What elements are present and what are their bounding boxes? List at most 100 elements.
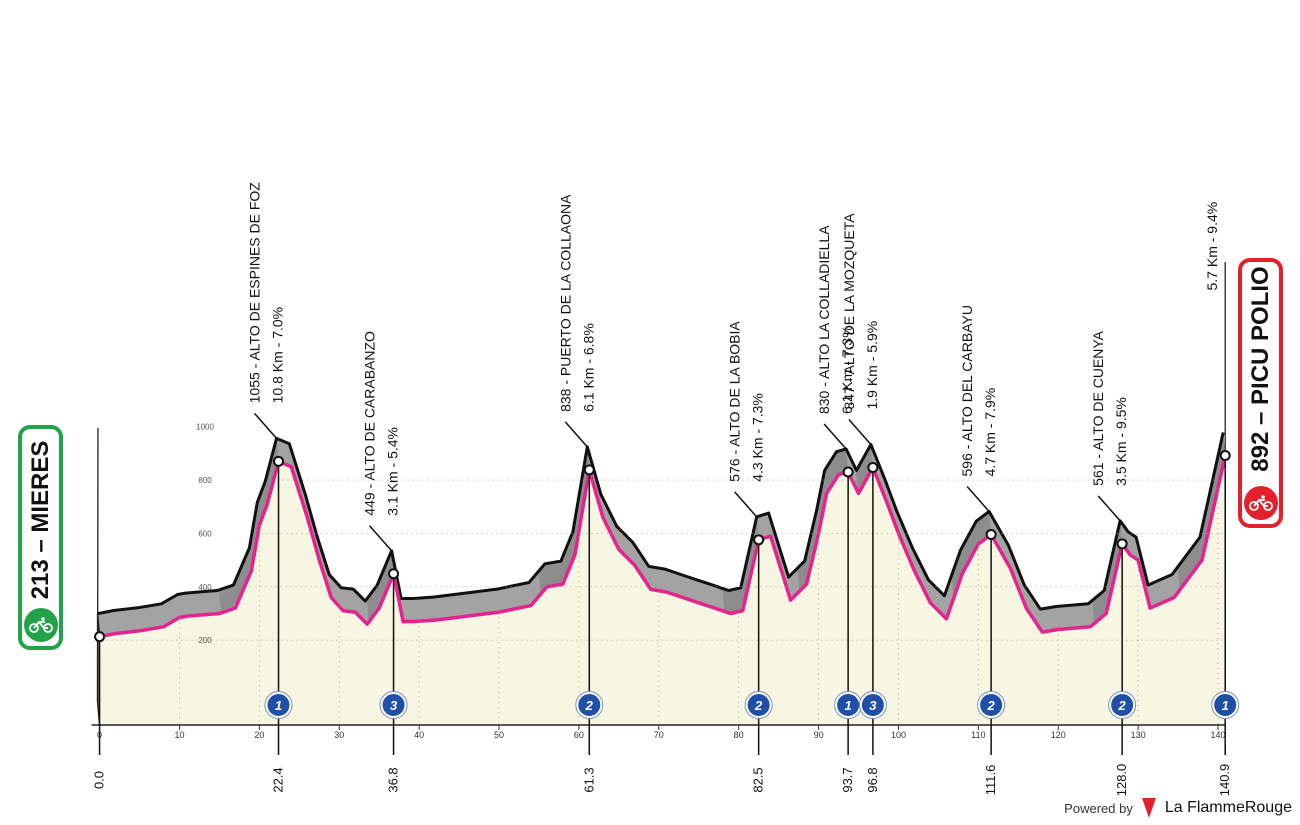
climb-category-number: 3 (390, 698, 398, 713)
climb-name-label: 576 - ALTO DE LA BOBIA (727, 321, 743, 482)
climb-stats-label: 1.9 Km - 5.9% (864, 321, 880, 410)
x-tick-label: 60 (574, 730, 584, 740)
climb-category-badge (859, 692, 886, 718)
x-tick-label: 120 (1051, 730, 1066, 740)
y-tick-label: 1000 (196, 423, 214, 432)
km-marker-dot (583, 464, 595, 476)
cyclist-icon (23, 608, 58, 642)
climb-name-label: 838 - PUERTO DE LA COLLAONA (557, 194, 573, 412)
km-point-label: 61.3 (581, 767, 596, 792)
climb-category-number: 2 (754, 698, 763, 713)
climb-category-ring (1211, 691, 1240, 719)
climb-category-ring (379, 691, 408, 719)
y-tick-label: 400 (198, 583, 212, 592)
climb-summit-line (564, 421, 588, 448)
climb-shading (855, 444, 873, 494)
finish-town-label: 892 – PICU POLIO (1238, 258, 1283, 528)
climb-category-number: 1 (1222, 698, 1229, 713)
climb-category-number: 3 (869, 698, 877, 713)
climb-stats-label: 4.7 Km - 7.9% (982, 388, 998, 477)
climb-category-ring (858, 691, 887, 719)
finish-town-text: 892 – PICU POLIO (1246, 266, 1274, 472)
climb-category-number: 1 (845, 698, 852, 713)
climb-summit-line (253, 412, 278, 439)
climb-stats-label: 4.3 Km - 7.3% (750, 393, 766, 482)
climb-stats-label: 3.5 Km - 9.5% (1113, 397, 1129, 486)
climb-name-label: 847 - ALTO DE LA MOZQUETA (841, 213, 857, 410)
x-tick-label: 40 (414, 730, 424, 740)
climb-stats-label: 6.1 Km - 7.3% (839, 325, 855, 414)
cyclist-icon (1243, 486, 1278, 520)
climb-summit-line (823, 423, 847, 450)
climb-summit-line (848, 419, 872, 446)
climb-category-ring (575, 691, 604, 719)
climb-category-number: 2 (1118, 698, 1127, 713)
km-point-label: 93.7 (840, 767, 855, 792)
x-tick-label: 80 (734, 730, 744, 740)
climb-category-badge (978, 692, 1005, 718)
climb-summit-line (734, 491, 758, 518)
climb-shading (366, 550, 394, 622)
x-tick-label: 70 (654, 730, 664, 740)
powered-by-text: Powered by (1064, 800, 1133, 816)
x-tick-label: 20 (254, 730, 264, 740)
km-point-label: 128.0 (1114, 764, 1129, 797)
y-tick-label: 800 (198, 476, 212, 485)
climb-category-number: 2 (585, 698, 594, 713)
km-marker-dot (94, 631, 106, 643)
climb-category-badge (380, 692, 407, 718)
km-marker-dot (985, 528, 997, 540)
climb-category-ring (977, 691, 1006, 719)
y-tick-label: 200 (198, 636, 212, 645)
climb-category-ring (744, 691, 773, 719)
x-tick-label: 140 (1211, 730, 1226, 740)
route-line (99, 455, 1227, 639)
climb-stats-label: 10.8 Km - 7.0% (270, 307, 286, 404)
climb-category-badge (265, 692, 292, 718)
climb-category-badge (576, 692, 603, 718)
climb-shading (797, 449, 849, 592)
x-tick-label: 10 (174, 730, 184, 740)
km-marker-dot (867, 462, 879, 474)
profile-top-edge (97, 432, 1225, 616)
x-tick-label: 110 (971, 730, 985, 740)
brand-name: La FlammeRouge (1164, 799, 1292, 816)
start-town-label: 213 – MIERES (18, 425, 63, 650)
km-point-label: 96.8 (865, 767, 880, 792)
km-point-label: 22.4 (271, 767, 286, 792)
climb-stats-label: 5.7 Km - 9.4% (1204, 202, 1220, 291)
km-marker-dot (273, 455, 285, 467)
footer-branding: Powered by La FlammeRouge (1064, 797, 1292, 819)
climb-stats-label: 3.1 Km - 5.4% (385, 427, 401, 516)
climb-stats-label: 6.1 Km - 6.8% (580, 323, 596, 412)
climb-name-label: 561 - ALTO DE CUENYA (1090, 330, 1106, 485)
km-marker-dot (842, 466, 854, 478)
x-tick-label: 50 (494, 730, 504, 740)
y-tick-label: 600 (198, 529, 212, 538)
climb-summit-line (1097, 495, 1121, 522)
climb-category-badge (1109, 692, 1136, 718)
climb-category-ring (1108, 691, 1137, 719)
climb-category-badge (745, 692, 772, 718)
flamme-rouge-logo-icon (1141, 798, 1156, 818)
km-marker-dot (753, 534, 765, 546)
x-tick-label: 30 (334, 730, 344, 740)
km-marker-dot (1219, 450, 1231, 462)
climb-summit-line (966, 485, 990, 512)
climb-name-label: 1055 - ALTO DE ESPINES DE FOZ (247, 182, 263, 404)
x-tick-label: 100 (891, 730, 906, 740)
climb-summit-line (368, 525, 393, 552)
climb-category-badge (1212, 692, 1239, 718)
climb-name-label: 449 - ALTO DE CARABANZO (362, 331, 378, 516)
climb-name-label: 830 - ALTO LA COLLADIELLA (816, 225, 832, 414)
km-marker-dot (1116, 538, 1128, 550)
km-point-label: 140.9 (1217, 764, 1232, 797)
climb-category-ring (264, 691, 293, 719)
km-point-label: 82.5 (751, 767, 766, 792)
km-point-label: 111.6 (983, 765, 998, 796)
km-marker-dot (388, 568, 400, 580)
start-town-text: 213 – MIERES (26, 440, 54, 599)
climb-category-number: 1 (275, 698, 282, 713)
profile-ground (99, 455, 1226, 725)
km-point-label: 0.0 (92, 771, 107, 789)
